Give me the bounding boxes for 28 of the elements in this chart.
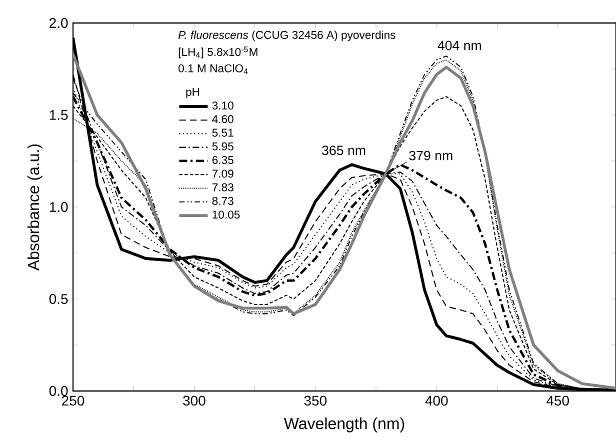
y-tick-label: 0.5 xyxy=(49,294,68,304)
annotation: 0.1 M NaClO$_{4}$ xyxy=(178,64,248,74)
legend-label: 5.51 xyxy=(212,128,234,137)
x-tick-label: 350 xyxy=(304,396,327,406)
x-tick-label: 400 xyxy=(425,396,448,406)
legend-label: 7.09 xyxy=(212,170,234,178)
legend-label: 5.95 xyxy=(212,142,234,150)
legend-title: pH xyxy=(186,88,200,98)
y-axis-title: Absorbance (a.u.) xyxy=(27,144,42,271)
x-axis-title: Wavelength (nm) xyxy=(284,417,404,432)
annotation: 404 nm xyxy=(438,40,481,50)
annotation: [LH$_{4}$] 5.8x10$^{-5}$M xyxy=(178,46,258,58)
legend-label: 4.60 xyxy=(212,115,234,124)
y-tick-label: 2.0 xyxy=(50,18,68,28)
annotation: 365 nm xyxy=(322,146,366,156)
x-tick-label: 250 xyxy=(62,396,84,406)
y-tick-label: 0.0 xyxy=(49,386,68,396)
legend-label: 6.35 xyxy=(212,156,234,164)
y-tick-label: 1.5 xyxy=(50,110,68,120)
annotation: P. fluorescens (CCUG 32456 A) pyoverdins xyxy=(178,30,396,42)
legend-label: 8.73 xyxy=(212,196,234,205)
legend-label: 7.83 xyxy=(212,183,234,192)
legend-label: 10.05 xyxy=(212,210,240,219)
x-tick-label: 450 xyxy=(546,396,569,406)
annotation: 379 nm xyxy=(409,150,452,160)
x-tick-label: 300 xyxy=(183,396,206,406)
y-tick-label: 1.0 xyxy=(50,202,68,212)
legend-label: 3.10 xyxy=(212,102,234,110)
